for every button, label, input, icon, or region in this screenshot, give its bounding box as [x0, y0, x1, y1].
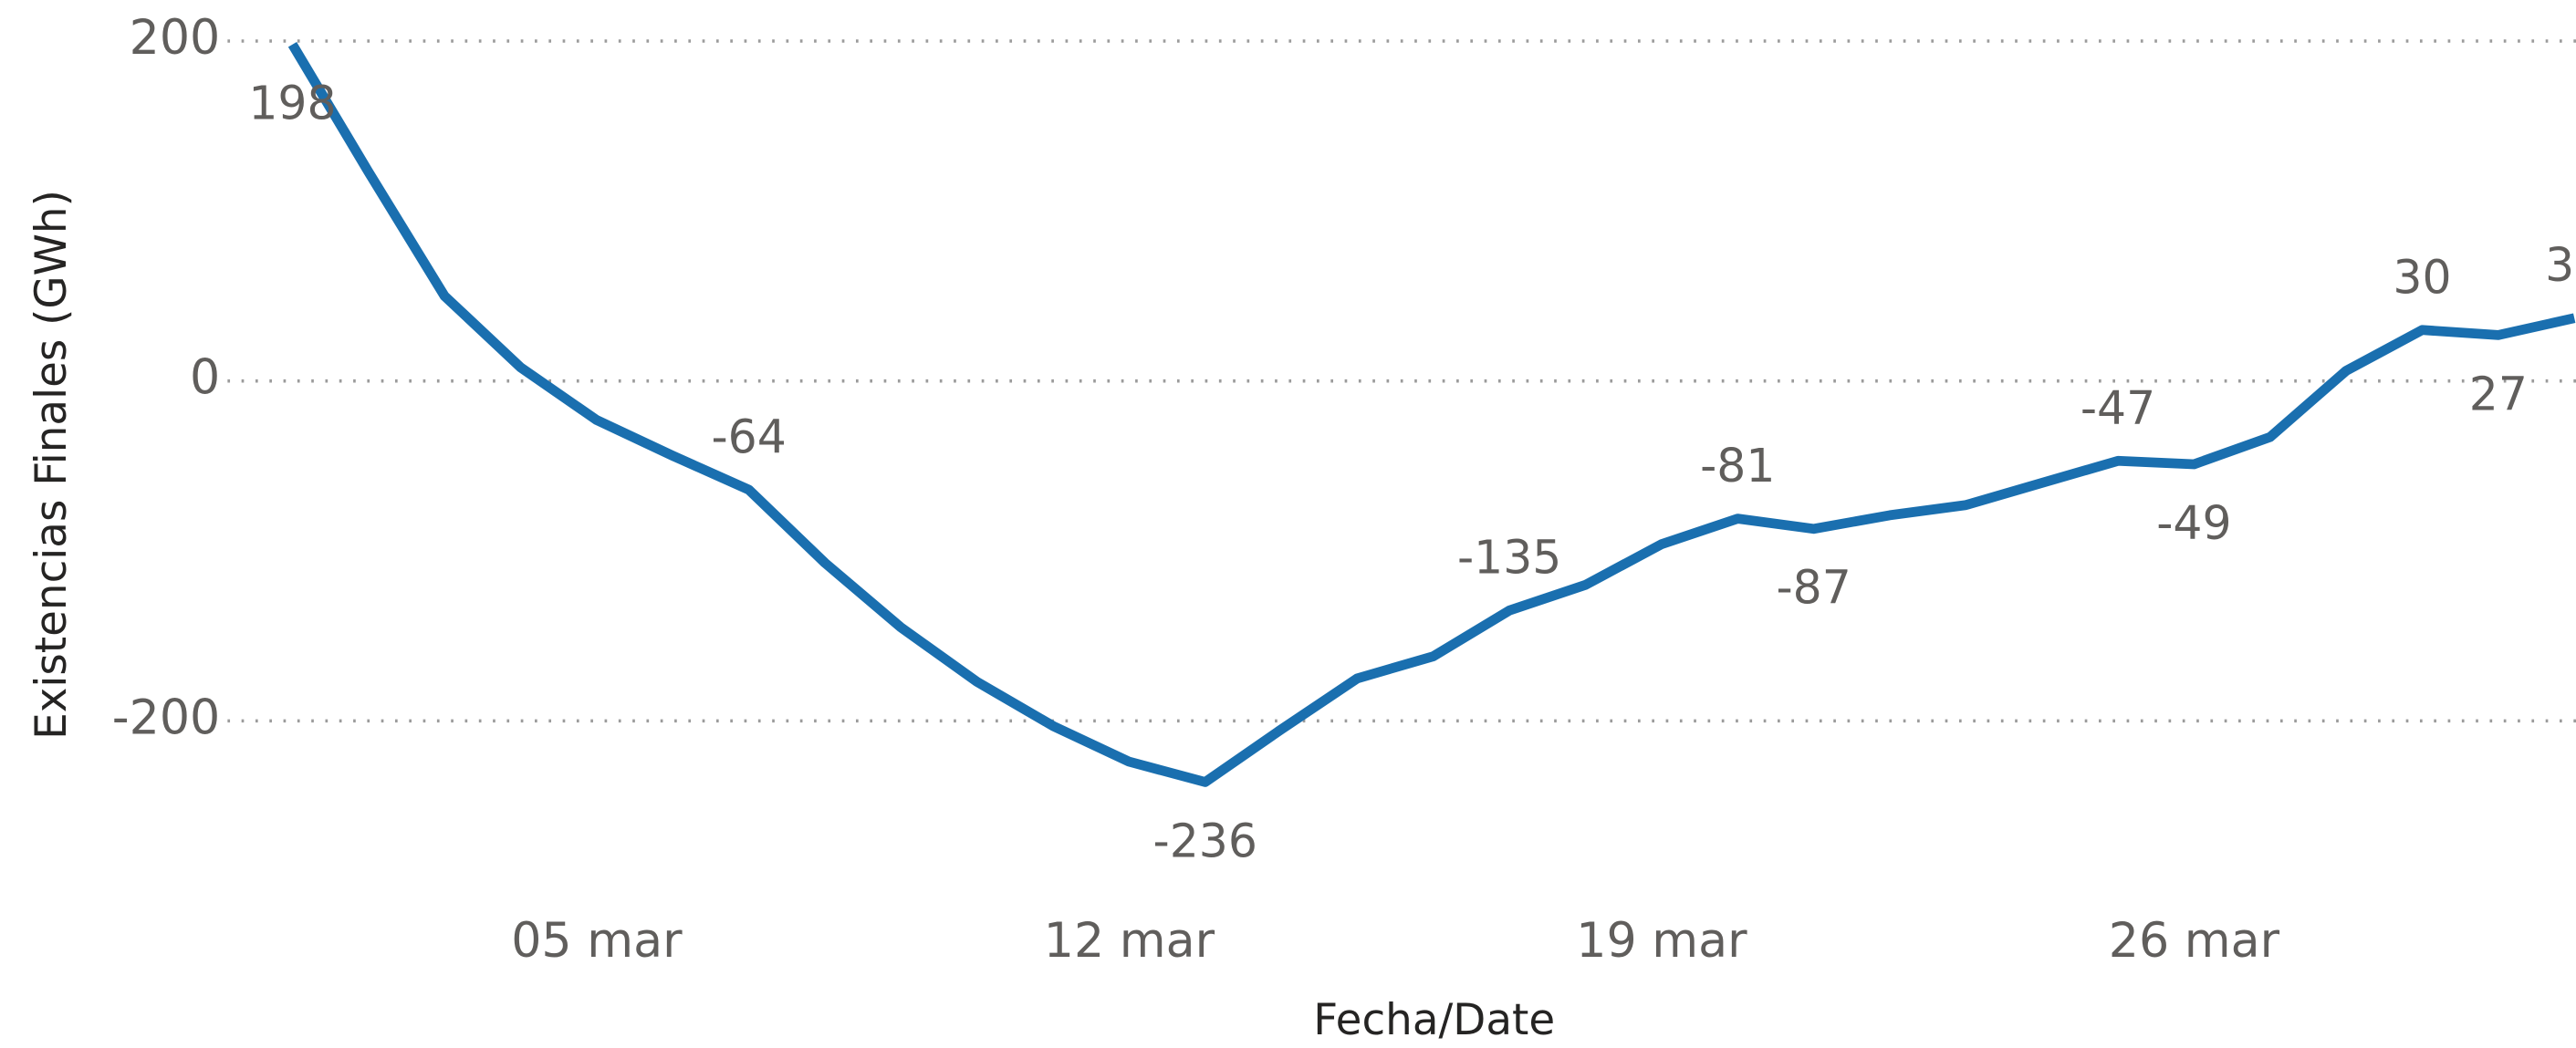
y-axis-title: Existencias Finales (GWh) [27, 190, 77, 740]
x-tick-label: 05 mar [511, 914, 683, 969]
data-label: -236 [1153, 814, 1257, 867]
data-label: 198 [248, 77, 336, 130]
data-label: -81 [1700, 439, 1775, 493]
data-label: -135 [1457, 531, 1561, 585]
x-tick-label: 26 mar [2109, 914, 2280, 969]
data-label: -64 [711, 410, 786, 463]
y-tick-label: -200 [112, 690, 220, 745]
x-tick-label: 12 mar [1044, 914, 1215, 969]
y-tick-label: 0 [190, 351, 220, 406]
x-axis-title: Fecha/Date [1313, 996, 1555, 1045]
data-label: -47 [2081, 381, 2155, 435]
data-label: -87 [1776, 561, 1851, 615]
line-series [287, 41, 2576, 787]
data-label: 37 [2545, 238, 2576, 292]
x-tick-label: 19 mar [1576, 914, 1747, 969]
data-label: -49 [2156, 496, 2231, 550]
data-label: 30 [2393, 250, 2451, 304]
y-tick-label: 200 [130, 11, 221, 66]
data-label: 27 [2469, 367, 2528, 420]
